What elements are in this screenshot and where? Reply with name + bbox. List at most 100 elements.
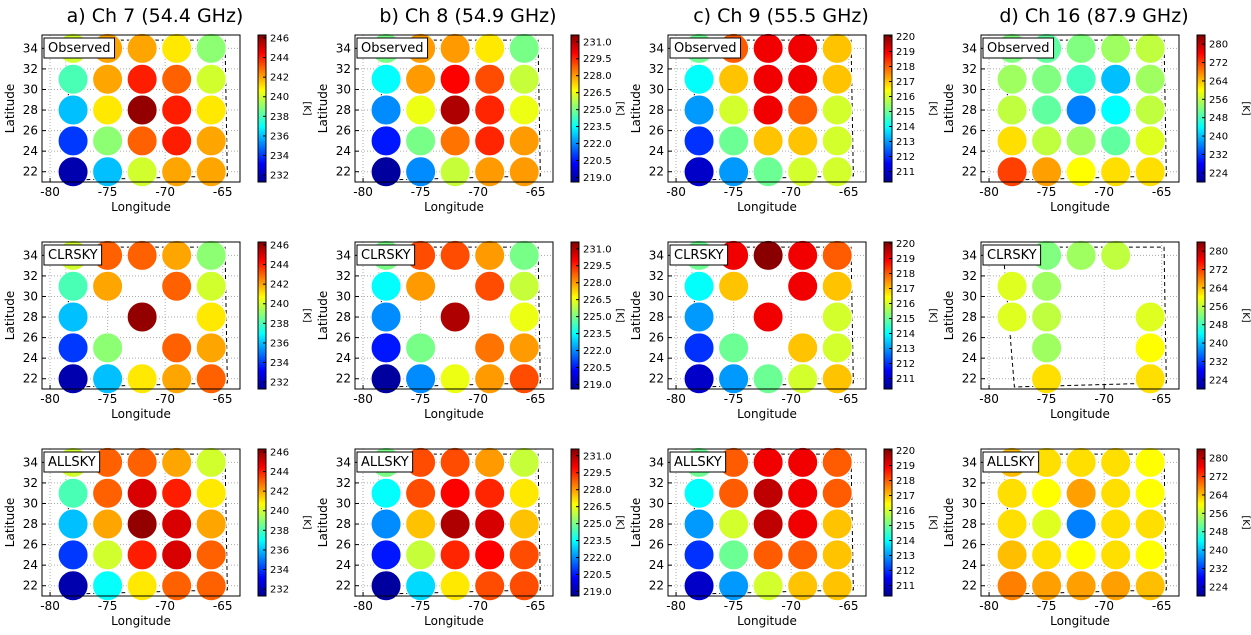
- data-point: [1100, 508, 1132, 540]
- y-tick-label: 24: [336, 351, 351, 365]
- data-point: [508, 94, 540, 126]
- colorbar-tick-label: 238: [270, 526, 289, 537]
- data-point: [161, 156, 193, 188]
- y-tick-label: 34: [962, 455, 977, 469]
- data-point: [752, 32, 784, 64]
- y-axis-label: Latitude: [629, 84, 643, 133]
- y-axis-label: Latitude: [316, 291, 330, 340]
- data-point: [474, 32, 506, 64]
- panel: d) Ch 16 (87.9 GHz) -80 -75 -70 -65 22 24 26 28 3…: [942, 5, 1251, 214]
- data-point: [752, 94, 784, 126]
- data-point: [718, 570, 750, 602]
- y-axis-label: Latitude: [942, 84, 956, 133]
- y-tick-label: 22: [649, 372, 664, 386]
- data-point: [474, 363, 506, 395]
- panel-label-box: [982, 451, 1040, 473]
- x-tick-label: -75: [1037, 185, 1057, 199]
- data-point: [126, 570, 158, 602]
- data-point: [474, 125, 506, 157]
- colorbar-tick-label: 232: [1209, 357, 1228, 368]
- colorbar-tick-label: 226.5: [583, 88, 612, 99]
- data-point: [1031, 539, 1063, 571]
- data-point: [126, 508, 158, 540]
- data-point: [439, 156, 471, 188]
- panel-label-box: [669, 37, 742, 59]
- data-point: [1100, 32, 1132, 64]
- panel-label-box: [982, 37, 1055, 59]
- data-point: [1134, 477, 1166, 509]
- x-tick-label: -80: [666, 599, 686, 613]
- data-point: [821, 363, 853, 395]
- data-point: [787, 239, 819, 271]
- colorbar-tick-label: 213: [896, 551, 915, 562]
- colorbar-tick-label: 232: [270, 585, 289, 596]
- data-point: [474, 63, 506, 95]
- colorbar-label: [K]: [614, 515, 625, 529]
- data-point: [718, 156, 750, 188]
- data-point: [718, 508, 750, 540]
- data-point: [1031, 332, 1063, 364]
- colorbar-tick-label: 223.5: [583, 536, 612, 547]
- y-tick-label: 28: [649, 517, 664, 531]
- y-tick-label: 28: [23, 517, 38, 531]
- y-tick-label: 34: [23, 248, 38, 262]
- colorbar-tick-label: 242: [270, 487, 289, 498]
- data-point: [1134, 363, 1166, 395]
- x-tick-label: -70: [1094, 392, 1114, 406]
- data-point: [1100, 446, 1132, 478]
- data-point: [821, 270, 853, 302]
- data-point: [1065, 239, 1097, 271]
- y-tick-label: 32: [962, 269, 977, 283]
- colorbar-tick-label: 244: [270, 260, 289, 271]
- y-tick-label: 26: [23, 124, 38, 138]
- colorbar-tick-label: 219.0: [583, 587, 612, 598]
- data-point: [996, 125, 1028, 157]
- colorbar-label: [K]: [927, 308, 938, 322]
- data-point: [439, 477, 471, 509]
- y-tick-label: 32: [649, 269, 664, 283]
- data-point: [92, 477, 124, 509]
- colorbar-tick-label: 222.0: [583, 139, 612, 150]
- data-point: [195, 446, 227, 478]
- x-tick-label: -75: [724, 185, 744, 199]
- colorbar-tick-label: 226.5: [583, 295, 612, 306]
- data-point: [161, 125, 193, 157]
- x-tick-label: -65: [1152, 185, 1172, 199]
- panel-label-box: [356, 37, 429, 59]
- data-point: [1031, 570, 1063, 602]
- data-point: [1031, 270, 1063, 302]
- data-point: [1031, 156, 1063, 188]
- data-point: [821, 570, 853, 602]
- data-point: [752, 63, 784, 95]
- data-point: [821, 239, 853, 271]
- data-point: [1065, 156, 1097, 188]
- data-point: [161, 270, 193, 302]
- data-point: [161, 63, 193, 95]
- x-axis-label: Longitude: [1050, 614, 1110, 628]
- data-point: [57, 508, 89, 540]
- x-tick-label: -65: [213, 599, 233, 613]
- data-point: [508, 508, 540, 540]
- data-point: [126, 63, 158, 95]
- data-point: [787, 125, 819, 157]
- colorbar-label: [K]: [1240, 515, 1251, 529]
- panel-label: CLRSKY: [674, 248, 724, 263]
- colorbar-tick-label: 225.0: [583, 519, 612, 530]
- data-point: [126, 539, 158, 571]
- y-tick-label: 32: [23, 476, 38, 490]
- data-point: [439, 125, 471, 157]
- colorbar-tick-label: 256: [1209, 302, 1228, 313]
- data-point: [821, 508, 853, 540]
- colorbar-tick-label: 229.5: [583, 468, 612, 479]
- colorbar: [570, 241, 580, 390]
- y-tick-label: 26: [962, 538, 977, 552]
- colorbar: [1196, 34, 1206, 183]
- data-point: [718, 477, 750, 509]
- x-axis-label: Longitude: [111, 200, 171, 214]
- data-point: [370, 63, 402, 95]
- data-point: [439, 301, 471, 333]
- x-axis-label: Longitude: [424, 200, 484, 214]
- colorbar-tick-label: 216: [896, 506, 915, 517]
- colorbar-tick-label: 225.0: [583, 105, 612, 116]
- x-tick-label: -80: [353, 185, 373, 199]
